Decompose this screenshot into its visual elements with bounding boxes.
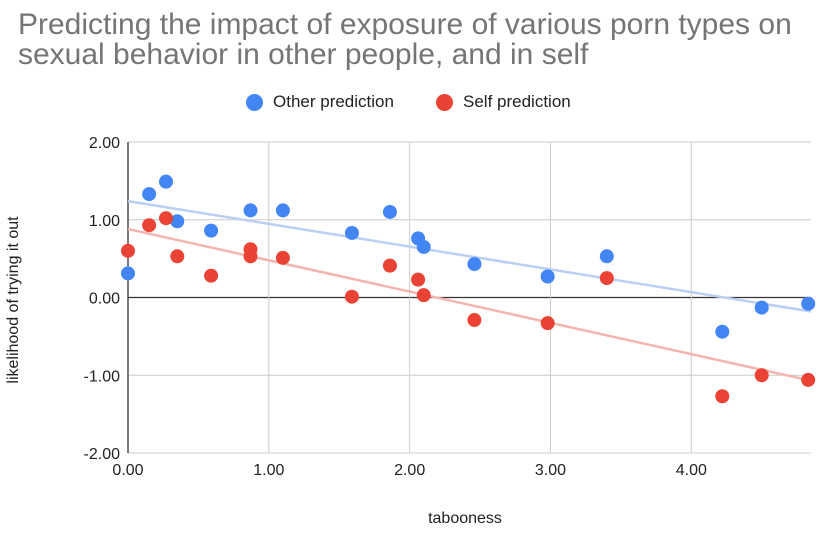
x-tick-label: 3.00 [535, 462, 566, 479]
legend-label-other: Other prediction [273, 92, 394, 111]
y-axis-label: likelihood of trying it out [5, 216, 22, 384]
data-point-other [715, 324, 730, 339]
trendline-other [127, 199, 812, 313]
data-point-self [142, 218, 157, 233]
data-point-self [715, 389, 730, 404]
x-tick-label: 2.00 [394, 462, 425, 479]
data-point-self [121, 243, 135, 258]
x-axis-label: tabooness [428, 510, 502, 527]
y-tick-label: 1.00 [89, 213, 120, 230]
y-tick-label: -1.00 [84, 368, 121, 385]
data-point-other [142, 187, 157, 202]
data-point-self [754, 368, 769, 383]
x-tick-label: 4.00 [676, 462, 707, 479]
data-point-other [170, 214, 185, 229]
data-point-other [801, 296, 816, 311]
data-point-self [411, 272, 426, 287]
data-point-self [243, 249, 258, 264]
data-point-other [243, 203, 258, 218]
data-point-other [599, 249, 614, 264]
chart-title: Predicting the impact of exposure of var… [18, 8, 792, 71]
legend: Other prediction Self prediction [0, 92, 831, 116]
legend-item-other: Other prediction [246, 92, 394, 112]
data-point-other [159, 174, 174, 189]
legend-dot-icon [436, 93, 453, 111]
data-point-other [754, 300, 769, 315]
data-point-other [344, 225, 359, 240]
data-point-other [204, 223, 219, 238]
data-point-self [467, 313, 482, 328]
y-tick-label: -2.00 [84, 446, 121, 463]
data-point-other [275, 203, 290, 218]
data-point-self [344, 289, 359, 304]
data-point-self [382, 258, 397, 273]
data-point-other [467, 257, 482, 272]
trendline-self [127, 227, 812, 382]
data-point-self [801, 372, 816, 387]
data-point-other [121, 266, 135, 281]
data-point-other [416, 239, 431, 254]
data-point-self [540, 316, 555, 331]
legend-dot-icon [246, 93, 263, 111]
data-point-self [275, 250, 290, 265]
legend-label-self: Self prediction [463, 92, 571, 111]
x-tick-label: 1.00 [253, 462, 284, 479]
data-point-self [416, 288, 431, 303]
y-tick-label: 0.00 [89, 291, 120, 308]
data-point-self [159, 211, 174, 226]
data-point-self [204, 268, 219, 283]
y-tick-label: 2.00 [89, 135, 120, 152]
x-tick-label: 0.00 [112, 462, 143, 479]
data-point-self [170, 249, 185, 264]
data-point-other [382, 204, 397, 219]
data-point-self [599, 271, 614, 286]
legend-item-self: Self prediction [436, 92, 571, 112]
data-point-other [540, 269, 555, 284]
